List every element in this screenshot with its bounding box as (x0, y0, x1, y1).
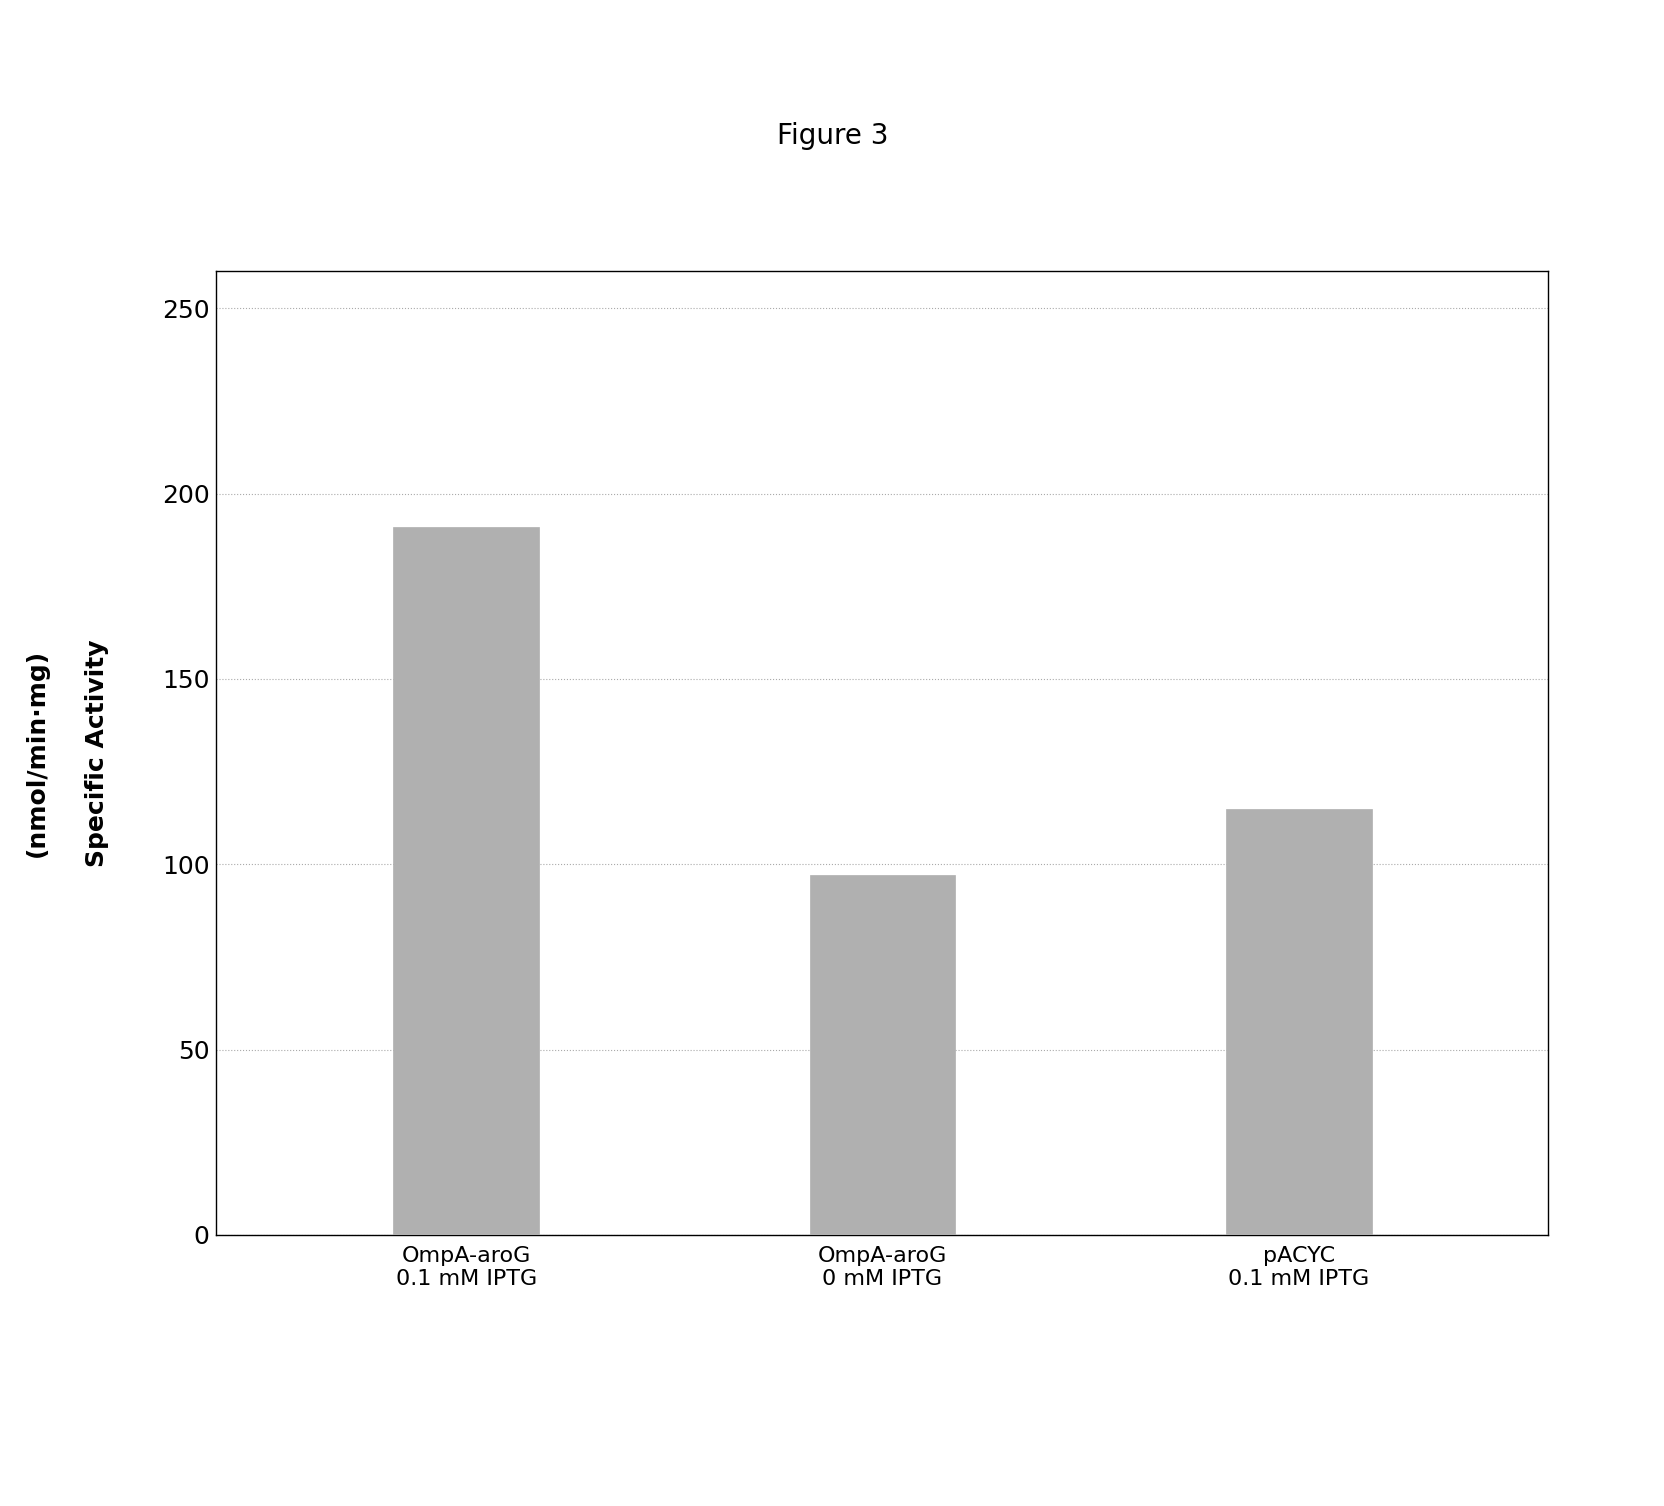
Text: Figure 3: Figure 3 (777, 122, 887, 149)
Text: (nmol/min·mg): (nmol/min·mg) (25, 649, 48, 857)
Bar (393, 527, 539, 1235)
Text: Specific Activity: Specific Activity (85, 639, 108, 867)
Bar (809, 875, 955, 1235)
Bar (1225, 809, 1371, 1235)
